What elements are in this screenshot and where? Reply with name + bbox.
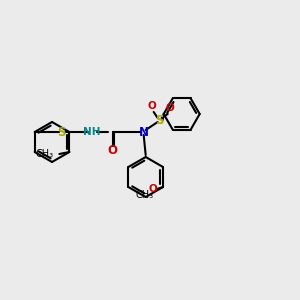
- Text: S: S: [155, 113, 164, 127]
- Text: CH₃: CH₃: [136, 190, 154, 200]
- Text: O: O: [147, 101, 156, 111]
- Text: O: O: [148, 184, 158, 194]
- Text: N: N: [139, 125, 149, 139]
- Text: O: O: [165, 103, 174, 113]
- Text: NH: NH: [83, 127, 101, 137]
- Text: S: S: [57, 125, 66, 139]
- Text: CH₃: CH₃: [35, 149, 53, 159]
- Text: O: O: [108, 143, 118, 157]
